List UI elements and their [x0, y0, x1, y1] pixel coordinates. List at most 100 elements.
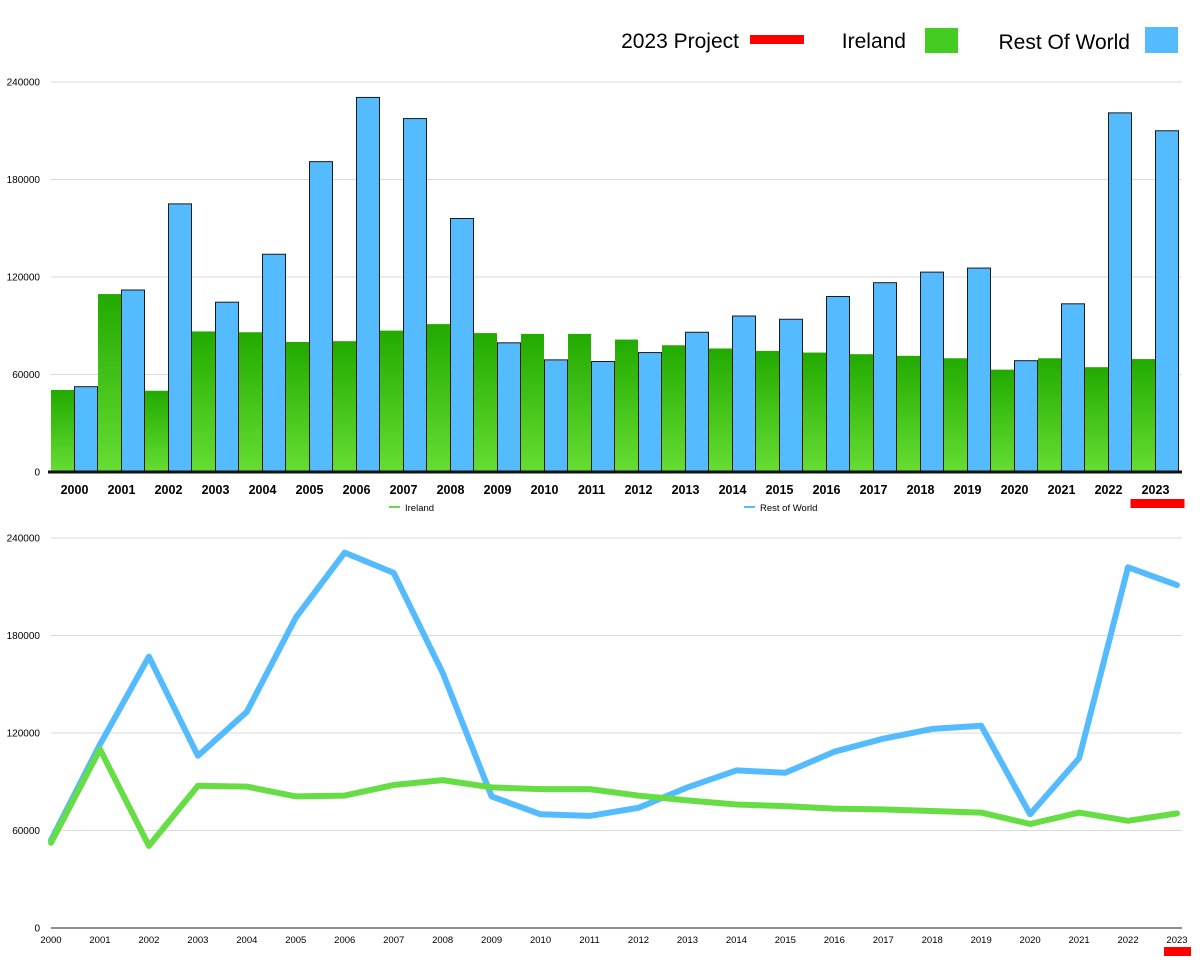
rest-of-world-bar — [168, 203, 192, 473]
line-x-tick-label: 2006 — [334, 935, 355, 946]
ireland-bar — [333, 341, 356, 472]
ireland-bar — [1085, 367, 1108, 472]
bar-x-tick-label: 2022 — [1095, 483, 1123, 497]
rest-of-world-bar — [1108, 112, 1132, 473]
line-x-tick-label: 2011 — [579, 935, 599, 946]
line-x-tick-label: 2017 — [873, 935, 894, 946]
bar-x-tick-label: 2009 — [484, 483, 512, 497]
line-x-tick-label: 2022 — [1117, 935, 1138, 946]
bar-y-tick-label: 0 — [34, 468, 40, 479]
bar-2023-projection-marker — [1130, 499, 1185, 508]
bar-x-tick-label: 2018 — [907, 483, 935, 497]
ireland-bar — [568, 333, 591, 472]
bar-x-tick-label: 2000 — [61, 483, 89, 497]
legend-rest-label: Rest Of World — [999, 31, 1130, 54]
rest-of-world-bar — [1061, 303, 1085, 473]
line-x-tick-label: 2004 — [236, 935, 257, 946]
rest-of-world-bar — [262, 253, 286, 473]
line-x-tick-label: 2014 — [726, 935, 747, 946]
rest-of-world-bar — [732, 315, 756, 473]
line-x-tick-label: 2016 — [824, 935, 845, 946]
line-legend-ireland-label: Ireland — [405, 503, 434, 514]
rest-of-world-bar — [403, 118, 427, 473]
rest-of-world-bar — [121, 289, 145, 473]
bar-x-tick-label: 2003 — [202, 483, 230, 497]
rest-of-world-bar — [74, 386, 98, 473]
line-x-tick-label: 2023 — [1166, 935, 1187, 946]
bar-x-tick-label: 2023 — [1142, 483, 1170, 497]
bar-x-tick-label: 2016 — [813, 483, 841, 497]
rest-of-world-bar — [826, 296, 850, 473]
ireland-bar — [51, 389, 74, 472]
bar-x-tick-label: 2015 — [766, 483, 794, 497]
bar-y-tick-label: 180000 — [7, 175, 41, 186]
rest-of-world-bar — [1155, 130, 1179, 473]
line-x-tick-label: 2013 — [677, 935, 698, 946]
rest-of-world-line — [48, 549, 1180, 844]
line-x-tick-label: 2008 — [432, 935, 453, 946]
ireland-bar — [944, 358, 967, 472]
line-x-tick-label: 2000 — [40, 935, 61, 946]
bar-x-tick-label: 2004 — [249, 483, 277, 497]
line-x-tick-label: 2020 — [1020, 935, 1041, 946]
bar-y-tick-label: 60000 — [12, 370, 40, 381]
rest-of-world-bar — [591, 361, 615, 473]
ireland-bar — [145, 390, 168, 472]
bar-x-tick-label: 2012 — [625, 483, 653, 497]
rest-of-world-bar — [309, 161, 333, 473]
rest-of-world-bar — [685, 331, 709, 473]
bar-x-tick-label: 2011 — [578, 483, 605, 497]
rest-of-world-bar — [779, 318, 803, 473]
bar-x-tick-label: 2008 — [437, 483, 465, 497]
ireland-bar — [709, 348, 732, 472]
ireland-bar — [897, 355, 920, 472]
ireland-bar — [286, 342, 309, 472]
top-legend: 2023 Project Ireland Rest Of World — [621, 27, 1178, 54]
ireland-bar — [1132, 359, 1155, 472]
legend-projection-swatch — [750, 35, 804, 44]
bar-x-tick-label: 2017 — [860, 483, 888, 497]
line-x-tick-label: 2018 — [922, 935, 943, 946]
bar-x-tick-label: 2002 — [155, 483, 183, 497]
ireland-bar — [427, 324, 450, 472]
ireland-bar — [991, 369, 1014, 472]
line-x-tick-label: 2021 — [1069, 935, 1090, 946]
rest-of-world-bar — [450, 218, 474, 473]
ireland-bar — [192, 331, 215, 472]
line-y-tick-label: 120000 — [7, 729, 41, 740]
rest-of-world-bar — [356, 96, 380, 473]
bar-x-tick-label: 2010 — [531, 483, 559, 497]
rest-of-world-bar — [497, 342, 521, 473]
bar-x-tick-label: 2005 — [296, 483, 324, 497]
ireland-bar — [239, 332, 262, 472]
line-x-tick-label: 2007 — [383, 935, 404, 946]
ireland-bar — [756, 350, 779, 472]
line-legend-rest-label: Rest of World — [760, 503, 817, 514]
bar-chart: 0 60000 120000 180000 240000 2000 2001 2002 2003… — [7, 78, 1185, 514]
line-x-tick-label: 2005 — [285, 935, 306, 946]
ireland-line — [48, 746, 1180, 849]
line-x-tick-label: 2010 — [530, 935, 551, 946]
legend-projection-label: 2023 Project — [621, 30, 739, 53]
ireland-bar — [521, 333, 544, 472]
bar-x-tick-label: 2001 — [108, 483, 136, 497]
ireland-bar — [850, 354, 873, 472]
bar-x-tick-label: 2019 — [954, 483, 982, 497]
bar-x-tick-label: 2006 — [343, 483, 371, 497]
bar-x-tick-label: 2021 — [1048, 483, 1076, 497]
line-x-tick-label: 2003 — [187, 935, 208, 946]
line-2023-projection-marker — [1164, 947, 1191, 956]
bar-y-tick-label: 240000 — [7, 78, 41, 89]
legend-ireland-label: Ireland — [842, 30, 906, 53]
rest-of-world-bar — [873, 282, 897, 473]
line-y-tick-label: 240000 — [7, 534, 41, 545]
line-x-tick-label: 2015 — [775, 935, 796, 946]
line-x-tick-label: 2001 — [89, 935, 110, 946]
line-chart: 0 60000 120000 180000 240000 2000 2001 2002 2003… — [7, 534, 1191, 956]
legend-ireland-swatch — [925, 28, 958, 53]
bar-x-tick-label: 2014 — [719, 483, 747, 497]
rest-of-world-bar — [544, 359, 568, 473]
rest-of-world-bar — [215, 301, 239, 473]
ireland-bar — [615, 339, 638, 472]
